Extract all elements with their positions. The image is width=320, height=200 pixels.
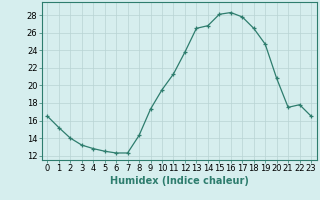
X-axis label: Humidex (Indice chaleur): Humidex (Indice chaleur) <box>110 176 249 186</box>
